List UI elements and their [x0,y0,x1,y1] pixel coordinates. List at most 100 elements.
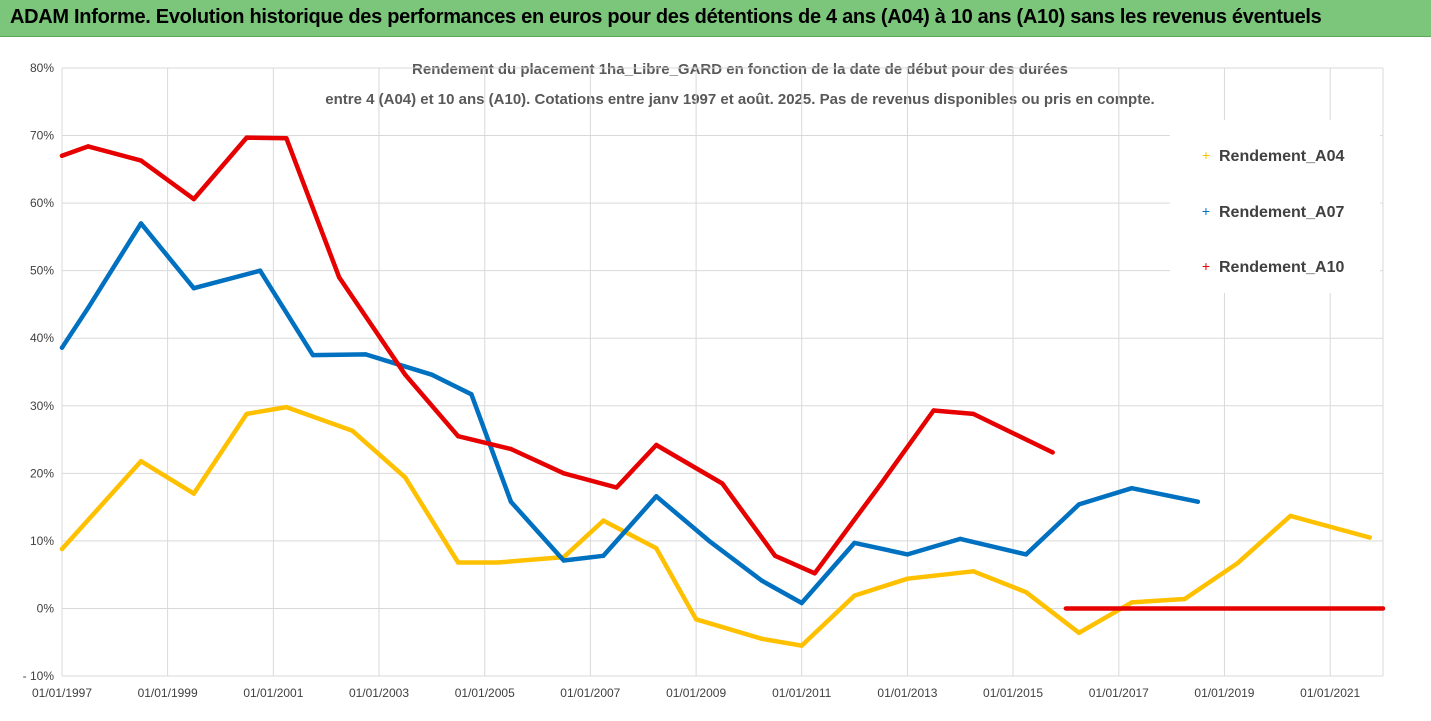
x-tick-label: 01/01/2009 [666,686,726,700]
data-point [1129,486,1135,491]
data-point [654,494,659,499]
legend-label: Rendement_A07 [1219,204,1344,221]
data-point [508,499,514,504]
data-point [284,136,289,141]
data-point [1076,630,1082,635]
data-point [59,345,65,350]
data-point [971,411,976,417]
data-point [878,481,883,487]
data-point [350,428,355,433]
y-tick-label: 80% [30,61,54,75]
data-point [958,536,963,542]
data-point [1050,450,1055,455]
data-point [310,352,316,358]
data-point [852,593,857,598]
data-point [852,540,857,546]
y-tick-label: 10% [30,534,54,548]
data-point [191,286,196,291]
data-point [614,485,619,490]
x-tick-label: 01/01/2003 [349,686,409,700]
data-point [1235,561,1240,566]
banner: ADAM Informe. Evolution historique des p… [0,0,1431,37]
data-point [720,481,725,486]
data-point [1195,499,1201,504]
data-point [799,643,804,648]
legend: + Rendement_A04 + Rendement_A07 + Rendement_A… [1170,120,1380,293]
data-point [469,392,474,397]
data-point [429,372,434,377]
data-point [772,553,778,558]
data-point [1288,513,1293,519]
x-tick-label: 01/01/2005 [455,686,515,700]
series-layer [59,135,1386,648]
y-tick-label: 0% [37,601,55,615]
data-point [138,459,144,464]
banner-title: ADAM Informe. Evolution historique des p… [10,6,1322,28]
data-point [1023,552,1029,557]
x-tick-label: 01/01/2021 [1300,686,1360,700]
legend-marker: + [1202,258,1210,274]
series-line-rendement-a10 [59,135,1055,576]
data-point [138,221,144,226]
legend-box [1170,120,1380,293]
data-point [363,352,368,357]
x-tick-label: 01/01/2007 [560,686,620,700]
data-point [284,404,289,410]
chart-subtitle: entre 4 (A04) et 10 ans (A10). Cotations… [325,91,1155,108]
y-tick-label: 30% [30,399,54,413]
x-tick-label: 01/01/2017 [1089,686,1149,700]
x-tick-label: 01/01/2011 [772,686,831,700]
data-point [1076,502,1082,507]
data-point [86,144,91,149]
data-point [508,446,514,452]
x-tick-label: 01/01/2019 [1194,686,1254,700]
data-point [59,546,65,552]
data-point [799,600,804,606]
data-point [971,569,976,574]
y-tick-label: 20% [30,466,54,480]
y-tick-label: 40% [30,331,54,345]
data-point [693,617,699,622]
x-tick-label: 01/01/1999 [138,686,198,700]
x-tick-label: 01/01/2013 [877,686,937,700]
data-point [931,408,936,413]
data-point [495,560,500,565]
data-point [1182,596,1187,602]
data-point [601,518,606,523]
data-point [654,546,659,551]
data-point [706,538,712,544]
y-tick-label: 50% [30,264,54,278]
y-tick-label: - 10% [23,669,55,683]
y-tick-label: 70% [30,129,54,143]
data-point [86,305,91,310]
data-point [191,196,196,202]
data-point [455,434,461,439]
legend-marker: + [1202,203,1210,219]
data-point [561,558,566,563]
data-point [561,471,566,476]
data-point [455,560,461,565]
chart-title: Rendement du placement 1ha_Libre_GARD en… [412,61,1068,78]
data-point [403,475,408,480]
data-point [759,636,765,641]
data-point [1023,590,1029,595]
data-point [138,158,144,163]
data-point [257,268,263,273]
x-tick-label: 01/01/2015 [983,686,1043,700]
axes: 80% 70% 60% 50% 40% 30% 20% 10% 0% - 10% 01/01/199… [23,61,1361,700]
line-chart: 80% 70% 60% 50% 40% 30% 20% 10% 0% - 10% 01/01/199… [23,61,1386,700]
data-point [905,552,910,557]
x-tick-label: 01/01/1997 [32,686,92,700]
data-point [1367,535,1372,540]
data-point [337,275,342,280]
legend-marker: + [1202,147,1210,163]
data-point [759,578,765,583]
data-point [1129,600,1135,605]
data-point [812,571,817,576]
data-point [654,442,659,448]
data-point [601,553,606,558]
x-tick-label: 01/01/2001 [243,686,303,700]
data-point [59,153,65,158]
data-point [403,372,408,377]
legend-label: Rendement_A10 [1219,259,1344,276]
